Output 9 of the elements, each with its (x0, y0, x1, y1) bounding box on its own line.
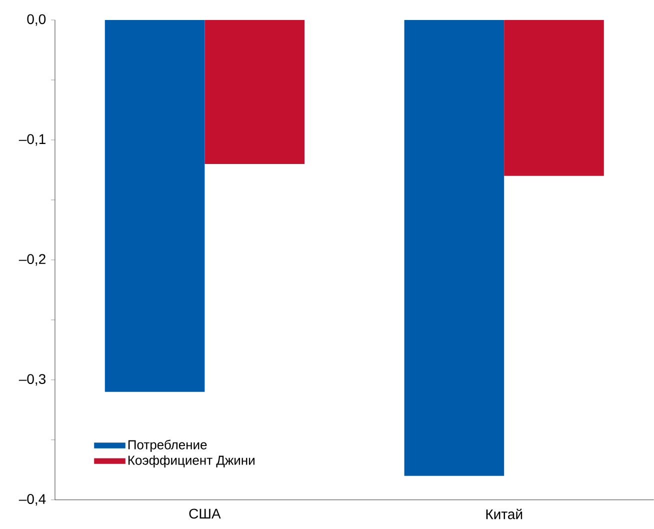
legend-label: Потребление (128, 440, 207, 452)
y-tick-label: –0,4 (18, 494, 46, 506)
y-tick-label: 0,0 (27, 14, 46, 26)
x-tick-label: Китай (486, 508, 522, 520)
x-tick-label: США (189, 508, 221, 519)
y-tick-label: –0,1 (18, 134, 46, 146)
y-tick-label: –0,2 (18, 254, 46, 266)
y-tick-label: –0,3 (18, 374, 46, 386)
legend-label: Коэффициент Джини (128, 455, 254, 468)
